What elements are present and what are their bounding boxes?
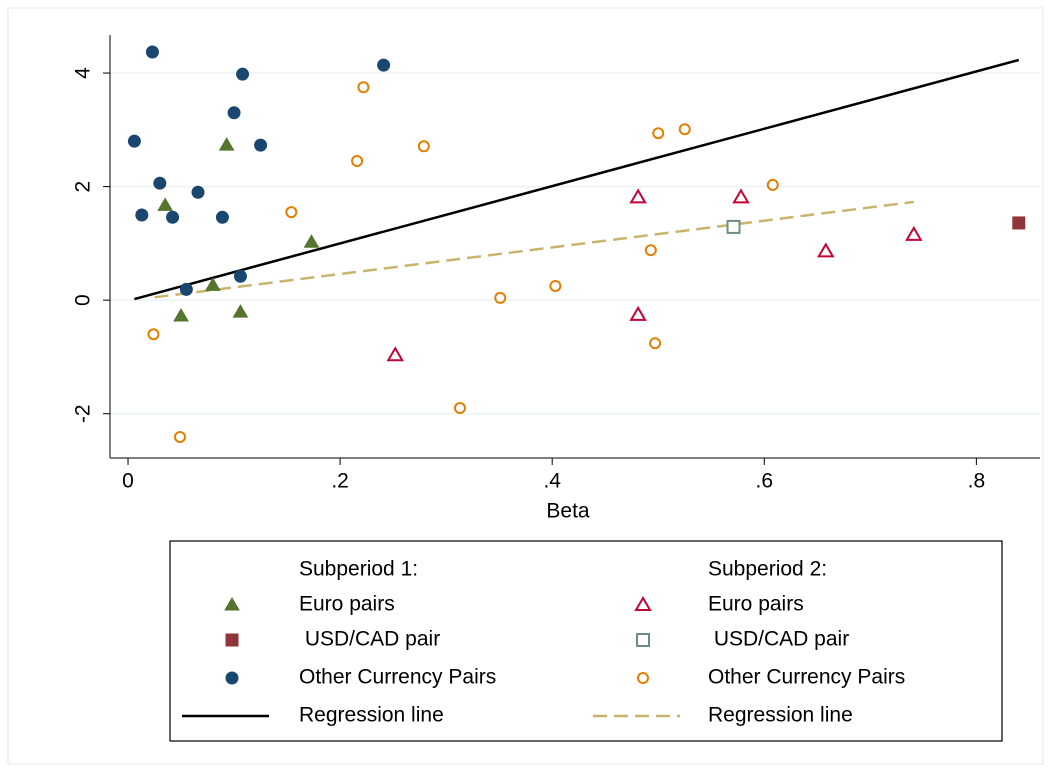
circle-marker: [637, 672, 649, 684]
triangle-marker: [232, 304, 249, 318]
circle-marker: [227, 106, 241, 120]
y-tick-label: 0: [72, 294, 95, 306]
circle-marker: [179, 282, 193, 296]
circle-marker: [351, 155, 364, 168]
triangle-marker: [905, 225, 923, 241]
triangle-marker: [386, 346, 404, 362]
triangle-marker: [303, 234, 320, 248]
circle-marker: [153, 176, 167, 190]
x-tick-label: .8: [968, 470, 986, 493]
legend-label: Other Currency Pairs: [299, 666, 496, 689]
circle-marker: [215, 210, 229, 224]
legend-header: Subperiod 1:: [299, 558, 418, 581]
triangle-marker: [224, 597, 240, 611]
triangle-marker: [634, 596, 652, 611]
circle-marker: [225, 671, 239, 685]
circle-marker: [649, 337, 662, 350]
regression-line: [134, 58, 1020, 301]
circle-marker: [191, 185, 205, 199]
circle-marker: [233, 269, 247, 283]
legend-label: Regression line: [299, 704, 444, 727]
triangle-marker: [817, 242, 835, 258]
legend-label: Regression line: [708, 704, 853, 727]
triangle-marker: [173, 308, 189, 322]
circle-marker: [166, 210, 180, 224]
square-marker: [636, 633, 650, 647]
square-marker: [1012, 216, 1026, 230]
y-tick-label: 4: [72, 67, 95, 79]
circle-marker: [652, 127, 665, 140]
circle-marker: [766, 178, 779, 191]
x-tick-label: .6: [756, 470, 774, 493]
triangle-marker: [629, 188, 647, 204]
legend-box: [169, 540, 1003, 742]
legend-header: Subperiod 2:: [708, 558, 827, 581]
x-tick-label: .2: [331, 470, 349, 493]
circle-marker: [417, 140, 430, 153]
y-tick-label: -2: [72, 404, 95, 423]
circle-marker: [285, 206, 298, 219]
circle-marker: [678, 123, 691, 136]
x-tick-label: .4: [543, 470, 561, 493]
triangle-marker: [204, 277, 221, 291]
circle-marker: [549, 279, 562, 292]
legend-label: USD/CAD pair: [708, 628, 849, 651]
legend-label: Other Currency Pairs: [708, 666, 905, 689]
circle-marker: [453, 402, 466, 415]
circle-marker: [147, 328, 160, 341]
square-marker: [726, 219, 741, 234]
circle-marker: [494, 291, 507, 304]
circle-marker: [644, 244, 657, 257]
circle-marker: [145, 45, 159, 59]
circle-marker: [254, 138, 268, 152]
circle-marker: [135, 208, 149, 222]
circle-marker: [173, 430, 186, 443]
triangle-marker: [629, 305, 647, 321]
triangle-marker: [732, 188, 750, 204]
legend-label: Euro pairs: [299, 593, 395, 616]
square-marker: [225, 633, 239, 647]
regression-line: [154, 200, 914, 299]
circle-marker: [127, 134, 141, 148]
triangle-marker: [157, 197, 174, 211]
legend-label: USD/CAD pair: [299, 628, 440, 651]
circle-marker: [377, 58, 391, 72]
y-tick-label: 2: [72, 181, 95, 193]
legend-label: Euro pairs: [708, 593, 804, 616]
x-tick-label: 0: [122, 470, 134, 493]
circle-marker: [236, 67, 250, 81]
triangle-marker: [218, 137, 235, 151]
x-axis-label: Beta: [546, 500, 590, 523]
circle-marker: [357, 81, 370, 94]
